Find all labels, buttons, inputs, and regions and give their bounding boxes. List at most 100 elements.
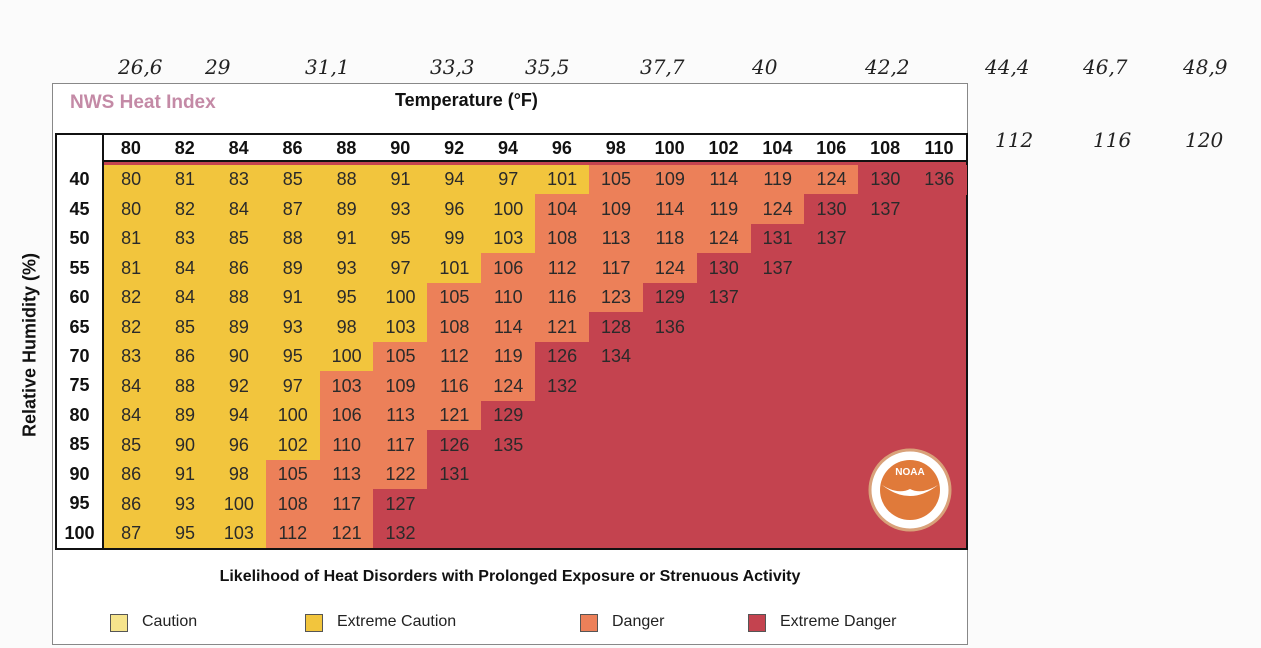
heat-index-cell: 137 (804, 224, 858, 254)
footer-text: Likelihood of Heat Disorders with Prolon… (0, 568, 1020, 586)
heat-index-cell: 134 (589, 342, 643, 372)
heat-index-cell: 81 (104, 224, 158, 254)
heat-index-cell: 84 (104, 371, 158, 401)
heat-index-cell: 117 (589, 253, 643, 283)
heat-index-cell: 137 (858, 194, 912, 224)
heat-index-cell: 106 (481, 253, 535, 283)
heat-index-cell: 129 (481, 401, 535, 431)
heat-index-cell: 85 (212, 224, 266, 254)
heat-index-cell: 97 (266, 371, 320, 401)
heat-index-cell: 86 (212, 253, 266, 283)
heat-index-cell: 100 (373, 283, 427, 313)
heat-index-cell: 104 (535, 194, 589, 224)
heat-index-cell: 131 (427, 460, 481, 490)
noaa-logo: NOAA (860, 445, 960, 535)
heat-index-cell: 137 (751, 253, 805, 283)
heat-index-cell: 95 (266, 342, 320, 372)
legend-swatch (305, 614, 323, 632)
heat-index-cell: 137 (697, 283, 751, 313)
heat-index-cell: 124 (804, 165, 858, 195)
row-header: 95 (57, 489, 102, 518)
chart-title: NWS Heat Index (70, 92, 216, 114)
heat-index-cell: 80 (104, 194, 158, 224)
heat-index-cell: 105 (373, 342, 427, 372)
row-header: 40 (57, 165, 102, 194)
heat-index-cell: 119 (481, 342, 535, 372)
heat-index-cell: 129 (643, 283, 697, 313)
heat-index-cell: 86 (104, 489, 158, 519)
row-header: 70 (57, 342, 102, 371)
heat-index-cell: 105 (589, 165, 643, 195)
heat-index-cell: 83 (212, 165, 266, 195)
heat-index-cell: 93 (266, 312, 320, 342)
heat-index-cell: 122 (373, 460, 427, 490)
row-header: 60 (57, 283, 102, 312)
heat-index-cell: 85 (266, 165, 320, 195)
heat-index-cell: 130 (804, 194, 858, 224)
heat-index-cell: 87 (104, 519, 158, 549)
column-header: 102 (697, 135, 751, 162)
heat-index-cell: 88 (158, 371, 212, 401)
handwritten-celsius: 29 (205, 55, 230, 79)
handwritten-celsius: 46,7 (1083, 55, 1128, 79)
column-header: 90 (373, 135, 427, 162)
heat-index-cell: 98 (320, 312, 374, 342)
heat-index-cell: 132 (373, 519, 427, 549)
handwritten-celsius: 44,4 (985, 55, 1030, 79)
handwritten-celsius: 42,2 (865, 55, 910, 79)
heat-index-cell: 119 (751, 165, 805, 195)
heat-index-cell: 85 (158, 312, 212, 342)
heat-index-cell: 130 (697, 253, 751, 283)
column-header: 98 (589, 135, 643, 162)
heat-index-cell: 121 (427, 401, 481, 431)
heat-index-cell: 114 (643, 194, 697, 224)
legend-swatch (110, 614, 128, 632)
heat-index-cell: 112 (427, 342, 481, 372)
heat-index-cell: 113 (373, 401, 427, 431)
heat-index-cell: 114 (481, 312, 535, 342)
row-header: 75 (57, 371, 102, 400)
column-header: 84 (212, 135, 266, 162)
heat-index-cell: 82 (158, 194, 212, 224)
heat-index-cell: 90 (212, 342, 266, 372)
row-header: 65 (57, 312, 102, 341)
column-header: 80 (104, 135, 158, 162)
heat-index-cell: 93 (373, 194, 427, 224)
heat-index-cell: 103 (212, 519, 266, 549)
column-header: 100 (643, 135, 697, 162)
heat-index-cell: 84 (158, 253, 212, 283)
legend-label: Extreme Danger (780, 613, 897, 631)
heat-index-cell: 97 (373, 253, 427, 283)
column-header: 96 (535, 135, 589, 162)
heat-index-cell: 110 (481, 283, 535, 313)
heat-index-cell: 100 (320, 342, 374, 372)
heat-index-cell: 101 (535, 165, 589, 195)
page: NWS Heat Index Temperature (°F) Relative… (0, 0, 1261, 648)
column-header: 104 (751, 135, 805, 162)
column-header: 106 (804, 135, 858, 162)
row-header: 80 (57, 401, 102, 430)
heat-index-cell: 121 (320, 519, 374, 549)
heat-index-cell: 121 (535, 312, 589, 342)
heat-index-cell: 124 (697, 224, 751, 254)
row-header: 100 (57, 519, 102, 548)
heat-index-cell: 86 (158, 342, 212, 372)
heat-index-cell: 91 (158, 460, 212, 490)
heat-index-cell: 114 (697, 165, 751, 195)
heat-index-cell: 109 (643, 165, 697, 195)
heat-index-cell: 84 (212, 194, 266, 224)
heat-index-cell: 105 (427, 283, 481, 313)
heat-index-cell: 92 (212, 371, 266, 401)
heat-index-cell: 119 (697, 194, 751, 224)
heat-index-cell: 126 (427, 430, 481, 460)
handwritten-celsius: 33,3 (430, 55, 475, 79)
legend-label: Caution (142, 613, 197, 631)
handwritten-celsius: 40 (752, 55, 777, 79)
heat-index-cell: 100 (212, 489, 266, 519)
column-header: 108 (858, 135, 912, 162)
heat-index-cell: 124 (751, 194, 805, 224)
heat-index-cell: 91 (373, 165, 427, 195)
handwritten-fahrenheit: 112 (995, 128, 1033, 152)
heat-index-cell: 91 (320, 224, 374, 254)
